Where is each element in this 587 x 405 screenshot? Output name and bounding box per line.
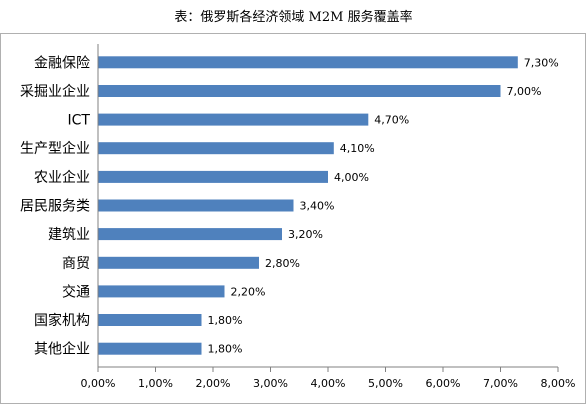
bar-7 [98,256,259,269]
value-label: 2,80% [265,257,300,270]
value-label: 7,00% [507,85,542,98]
axis-layer: 0,00% 1,00% 2,00% 3,00% 4,00% 5,00% 6,00% 7,00%… [81,44,576,390]
category-label: 生产型企业 [20,140,90,157]
bar-6 [98,228,282,241]
bar-8 [98,285,225,298]
chart-title: 表：俄罗斯各经济领域 M2M 服务覆盖率 [174,10,413,25]
bar-1 [98,85,501,97]
bar-5 [98,199,294,212]
category-label: 国家机构 [34,312,90,329]
value-label: 7,30% [524,56,559,69]
bar-3 [98,142,334,155]
value-label: 1,80% [208,343,243,356]
category-label: 金融保险 [34,55,90,71]
x-tick-label: 7,00% [483,377,518,390]
value-label: 3,40% [300,200,335,213]
bar-10 [98,342,202,355]
category-label: 商贸 [62,256,90,272]
category-label: 居民服务类 [20,199,90,215]
category-label: 交通 [62,283,90,300]
category-label: 农业企业 [34,169,90,186]
category-label: 建筑业 [48,227,90,243]
bar-4 [98,170,328,183]
bar-9 [98,314,202,326]
x-tick-label: 1,00% [138,377,173,390]
x-tick-label: 2,00% [196,377,231,390]
value-label: 4,10% [340,142,375,155]
category-label: 采掘业企业 [20,83,90,100]
bar-0 [98,56,518,69]
x-tick-label: 5,00% [368,377,403,390]
value-label: 4,70% [374,114,409,127]
x-tick-label: 6,00% [426,377,461,390]
category-label: ICT [68,113,91,129]
value-label: 1,80% [208,314,243,327]
x-tick-label: 4,00% [311,377,346,390]
x-tick-label: 0,00% [81,377,116,390]
x-tick-label: 3,00% [253,377,288,390]
bars-layer [98,56,518,355]
value-label: 2,20% [231,285,266,298]
x-tick-label: 8,00% [541,377,576,390]
category-label: 其他企业 [34,341,90,358]
value-label: 4,00% [334,171,369,184]
labels-layer: 金融保险 7,30% 采掘业企业 7,00% ICT 4,70% 生产型企业 4,10% 农业企… [20,55,559,357]
bar-2 [98,113,369,126]
value-label: 3,20% [288,228,323,241]
